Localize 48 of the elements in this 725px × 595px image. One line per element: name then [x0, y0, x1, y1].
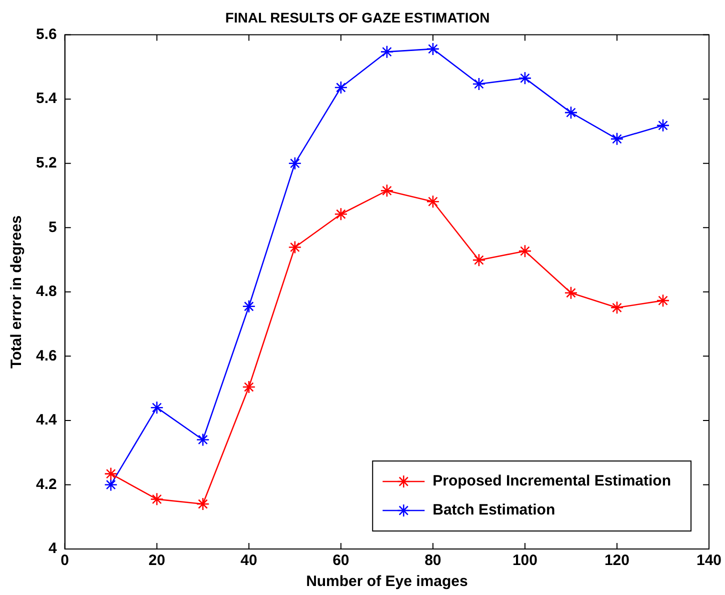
point: [196, 433, 210, 446]
y-tick-label: 4.8: [36, 283, 57, 300]
point: [564, 106, 578, 120]
point: [150, 492, 164, 506]
point: [472, 77, 486, 91]
y-tick-label: 4.6: [36, 347, 57, 364]
point: [380, 45, 394, 58]
x-tick-label: 80: [424, 552, 442, 570]
point: [380, 184, 394, 198]
point: [150, 400, 164, 414]
point: [472, 253, 486, 267]
y-tick-label: 5.2: [36, 154, 57, 172]
point: [288, 240, 302, 254]
point: [656, 294, 670, 308]
point: [426, 194, 440, 208]
point: [610, 300, 624, 314]
y-tick-label: 5.6: [36, 26, 57, 43]
chart-title: FINAL RESULTS OF GAZE ESTIMATION: [225, 9, 490, 26]
point: [426, 42, 440, 56]
point: [334, 80, 348, 94]
point: [518, 244, 532, 258]
point: [104, 467, 118, 480]
y-tick-label: 4.2: [36, 476, 57, 493]
legend-label: Proposed Incremental Estimation: [432, 472, 671, 490]
point: [656, 118, 670, 132]
y-axis-title: Total error in degrees: [8, 215, 26, 368]
x-tick-label: 140: [696, 552, 722, 570]
y-tick-label: 5: [48, 218, 57, 236]
point: [242, 380, 256, 394]
x-tick-label: 40: [240, 552, 258, 570]
point: [242, 300, 256, 314]
point: [518, 72, 532, 85]
point: [104, 478, 118, 492]
legend-label: Batch Estimation: [432, 502, 556, 519]
y-tick-label: 4.4: [36, 412, 58, 429]
x-tick-label: 20: [148, 552, 166, 570]
y-tick-label: 5.4: [36, 90, 58, 108]
x-tick-label: 100: [512, 552, 538, 570]
point: [288, 156, 302, 170]
x-tick-label: 60: [332, 552, 350, 570]
point: [196, 497, 210, 511]
point: [334, 207, 348, 221]
point: [564, 286, 578, 300]
x-axis-title: Number of Eye images: [306, 573, 468, 590]
y-tick-label: 4: [48, 540, 58, 558]
x-tick-label: 0: [60, 552, 70, 570]
point: [610, 132, 624, 146]
x-tick-label: 120: [604, 552, 630, 570]
